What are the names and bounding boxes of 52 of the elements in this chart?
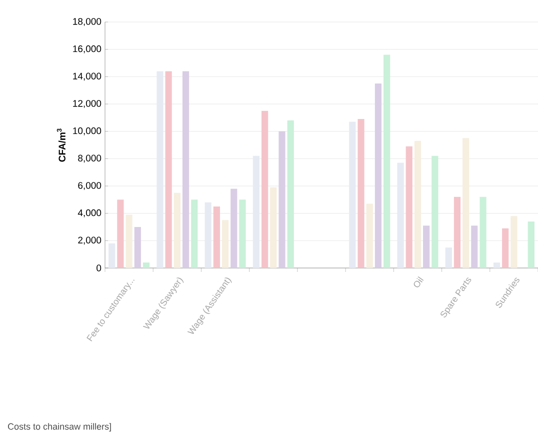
bar — [252, 156, 260, 268]
bar — [204, 202, 212, 268]
bar — [278, 131, 286, 268]
bar — [454, 196, 461, 268]
bar — [156, 71, 164, 268]
bar — [414, 140, 422, 268]
bar — [126, 214, 132, 268]
bar — [191, 200, 198, 268]
bar — [366, 204, 373, 268]
y-tick-label: 10,000 — [73, 127, 102, 136]
bar — [165, 71, 172, 268]
bar — [287, 120, 294, 268]
bar — [510, 216, 518, 268]
y-tick-label: 14,000 — [73, 72, 102, 81]
y-tick-label: 6,000 — [78, 182, 102, 190]
y-tick-label: 4,000 — [78, 209, 102, 218]
bar — [462, 138, 470, 268]
bar — [222, 220, 229, 268]
bar — [528, 222, 534, 268]
bar — [480, 196, 486, 268]
y-tick-label: 18,000 — [73, 18, 102, 26]
bar — [230, 188, 238, 268]
bar — [117, 200, 124, 268]
bar — [374, 84, 382, 268]
bar — [182, 71, 190, 268]
bar — [502, 228, 509, 268]
x-tick-label: Oil — [414, 276, 424, 288]
bar — [261, 110, 268, 268]
bar — [493, 262, 500, 268]
y-axis-title: CFA/m$^{3}$ — [56, 128, 66, 162]
y-tick-label: 8,000 — [78, 154, 102, 163]
bar — [134, 227, 141, 268]
bar — [270, 187, 277, 268]
y-tick-label: 12,000 — [73, 100, 102, 108]
bar — [174, 192, 180, 268]
y-tick-label: 2,000 — [78, 236, 102, 245]
bar — [471, 226, 478, 268]
y-tick-label: 16,000 — [73, 45, 102, 54]
bar — [358, 119, 364, 268]
bar — [349, 122, 356, 268]
bar — [239, 200, 246, 268]
bar — [384, 54, 390, 268]
bar — [213, 206, 220, 268]
bar — [423, 226, 430, 268]
bar — [397, 162, 404, 268]
text: Costs to chainsaw millers] — [8, 423, 111, 432]
bar — [142, 262, 150, 268]
y-tick-label: 0 — [96, 264, 102, 272]
bar — [445, 248, 452, 268]
bar — [108, 243, 116, 268]
bar — [406, 146, 412, 268]
bar — [432, 156, 438, 268]
